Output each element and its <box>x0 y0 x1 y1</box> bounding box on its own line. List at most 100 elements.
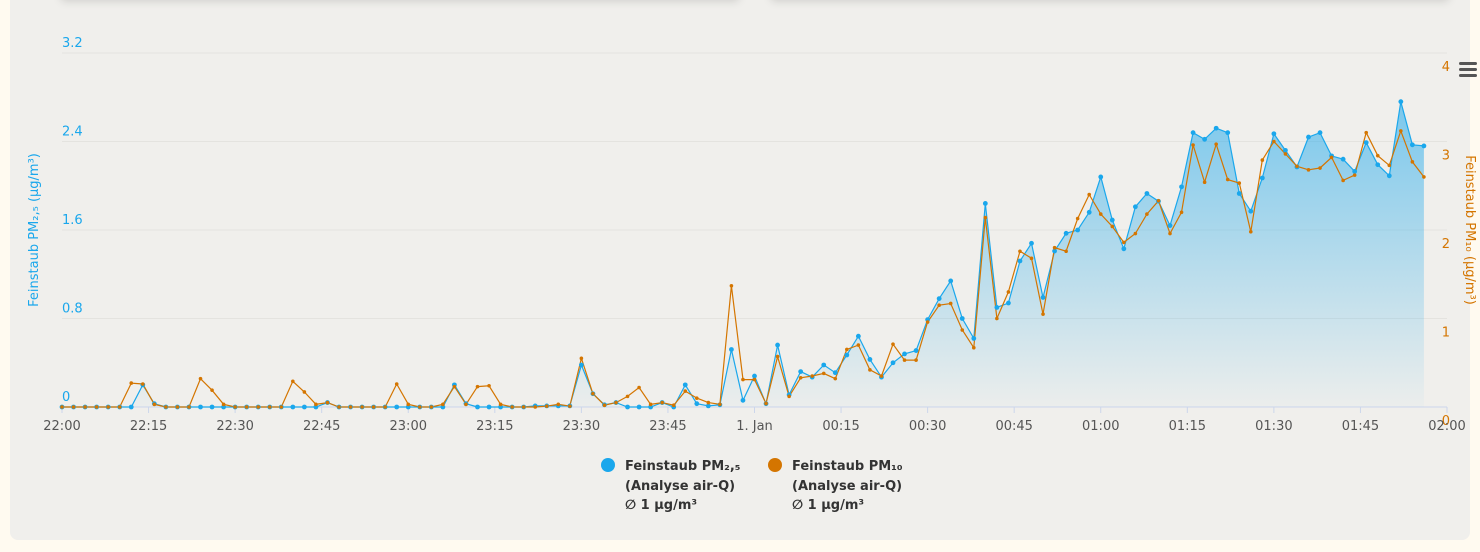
marker <box>1410 160 1415 164</box>
marker <box>1086 209 1092 215</box>
marker <box>1006 290 1011 294</box>
marker <box>1398 99 1404 105</box>
marker <box>510 405 514 409</box>
marker <box>787 394 791 399</box>
marker <box>1214 142 1218 146</box>
menu-icon[interactable] <box>1459 62 1477 77</box>
x-tick-label: 23:15 <box>476 419 513 434</box>
marker <box>1352 168 1358 174</box>
x-tick-label: 01:00 <box>1082 419 1119 434</box>
marker <box>1306 134 1311 140</box>
marker <box>855 333 861 339</box>
marker <box>1040 295 1046 300</box>
marker <box>959 316 965 321</box>
marker <box>821 371 826 376</box>
marker <box>706 400 711 405</box>
marker <box>1121 246 1127 252</box>
marker <box>337 405 341 409</box>
marker <box>971 336 977 341</box>
x-tick-label: 23:45 <box>649 419 686 434</box>
marker <box>1364 130 1369 135</box>
marker <box>925 320 930 324</box>
marker <box>83 405 87 409</box>
marker <box>602 403 607 408</box>
legend-note: (Analyse air-Q) <box>792 479 902 494</box>
marker <box>464 402 468 407</box>
marker <box>636 404 642 410</box>
marker <box>1363 140 1369 146</box>
x-tick-label: 01:30 <box>1255 419 1292 434</box>
x-tick-label: 22:45 <box>303 419 340 434</box>
marker <box>244 405 249 409</box>
marker <box>579 356 584 361</box>
marker <box>1075 216 1080 221</box>
marker <box>1063 230 1069 236</box>
marker <box>198 404 203 410</box>
marker <box>164 405 168 409</box>
marker <box>486 404 492 410</box>
marker <box>1386 173 1392 179</box>
marker <box>729 347 734 352</box>
marker <box>1087 192 1092 197</box>
marker <box>498 404 503 410</box>
legend-label: Feinstaub PM₁₀ <box>792 459 903 474</box>
marker <box>1098 212 1103 216</box>
x-tick-label: 01:15 <box>1169 419 1206 434</box>
marker <box>371 405 376 409</box>
marker <box>348 405 353 409</box>
x-tick-label: 22:15 <box>130 419 167 434</box>
y2-tick-label: 0 <box>1442 414 1450 429</box>
marker <box>1075 227 1081 233</box>
x-tick-label: 23:30 <box>563 419 600 434</box>
marker <box>313 404 319 410</box>
marker <box>128 404 134 410</box>
marker <box>868 368 872 372</box>
marker <box>1202 136 1208 142</box>
x-tick-label: 02:00 <box>1428 419 1465 434</box>
marker <box>902 351 907 357</box>
marker <box>556 402 561 407</box>
marker <box>752 373 757 379</box>
legend-symbol <box>768 458 782 472</box>
marker <box>741 377 745 382</box>
marker <box>1236 191 1242 196</box>
y-tick-label: 0.8 <box>62 302 83 317</box>
marker <box>729 283 734 288</box>
y-tick-label: 0 <box>62 390 70 405</box>
marker <box>1109 217 1115 223</box>
marker <box>775 354 780 359</box>
x-tick-label: 22:00 <box>43 419 80 434</box>
marker <box>845 347 849 352</box>
marker <box>937 303 941 308</box>
marker <box>1156 198 1161 203</box>
marker <box>360 405 364 409</box>
marker <box>810 374 815 378</box>
marker <box>948 278 954 284</box>
marker <box>302 390 307 394</box>
marker <box>71 405 76 409</box>
marker <box>187 405 191 409</box>
marker <box>441 402 445 407</box>
marker <box>936 296 942 301</box>
marker <box>1052 248 1057 254</box>
marker <box>405 404 411 410</box>
marker <box>1145 212 1149 216</box>
marker <box>890 360 896 366</box>
marker <box>902 358 907 362</box>
marker <box>648 402 653 407</box>
marker <box>279 405 284 409</box>
marker <box>1421 143 1427 149</box>
marker <box>971 345 976 350</box>
marker <box>1399 129 1403 133</box>
marker <box>1006 300 1011 306</box>
marker <box>1422 175 1426 179</box>
marker <box>1352 173 1357 177</box>
y2-axis-title: Feinstaub PM₁₀ (µg/m³) <box>1462 155 1477 305</box>
marker <box>960 328 965 332</box>
marker <box>879 374 884 378</box>
x-tick-label: 00:15 <box>822 419 859 434</box>
marker <box>117 405 122 409</box>
marker <box>764 401 768 406</box>
y-tick-label: 1.6 <box>62 213 83 228</box>
